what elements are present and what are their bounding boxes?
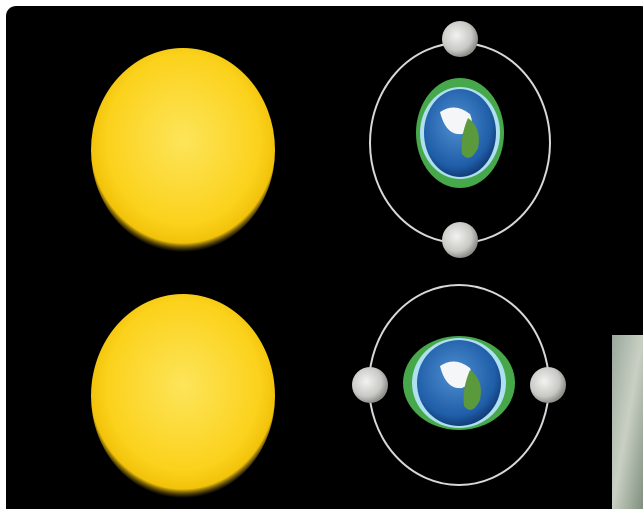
land [463, 370, 481, 410]
moon [530, 367, 566, 403]
ice-cap [440, 361, 472, 389]
sun [91, 294, 275, 498]
ice-cap [440, 107, 472, 135]
moon [442, 222, 478, 258]
moon [352, 367, 388, 403]
sun [91, 48, 275, 252]
moon [442, 21, 478, 57]
photo-edge [612, 335, 643, 509]
land [461, 118, 479, 158]
